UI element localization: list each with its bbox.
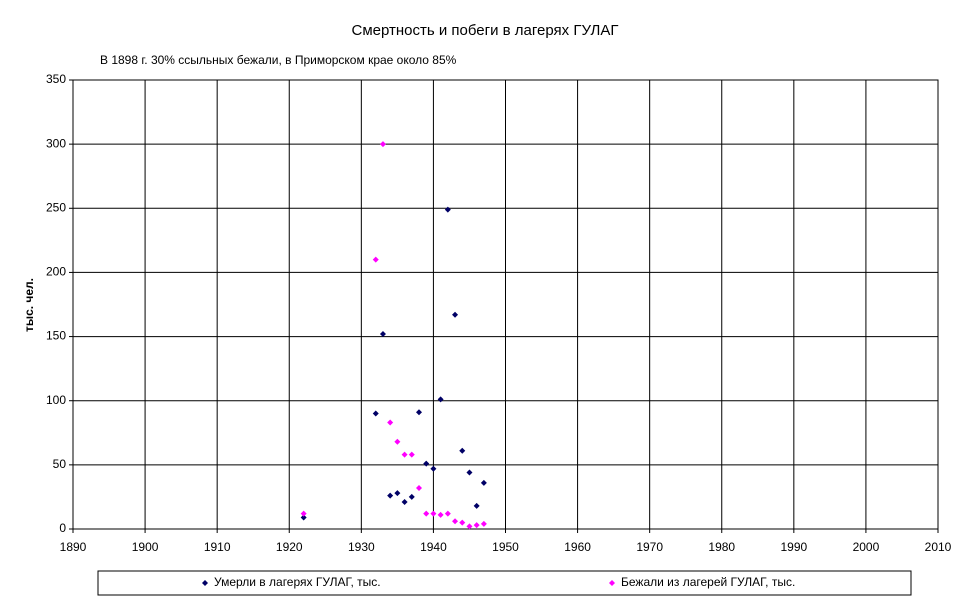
x-tick-label: 2000 bbox=[853, 540, 880, 554]
chart-title: Смертность и побеги в лагерях ГУЛАГ bbox=[352, 22, 619, 39]
legend-marker bbox=[609, 580, 615, 586]
point bbox=[430, 510, 437, 517]
x-tick-label: 1990 bbox=[780, 540, 807, 554]
x-tick-label: 2010 bbox=[925, 540, 952, 554]
point bbox=[466, 523, 473, 530]
point bbox=[416, 484, 422, 491]
point bbox=[379, 141, 386, 148]
point bbox=[473, 502, 480, 509]
point bbox=[416, 409, 422, 416]
point bbox=[401, 499, 408, 506]
point bbox=[444, 510, 451, 517]
point bbox=[300, 510, 307, 517]
x-tick-label: 1940 bbox=[420, 540, 447, 554]
point bbox=[430, 465, 437, 472]
x-tick-label: 1980 bbox=[708, 540, 735, 554]
y-tick-label: 150 bbox=[46, 329, 66, 343]
point bbox=[480, 520, 487, 527]
legend-label: Умерли в лагерях ГУЛАГ, тыс. bbox=[214, 575, 381, 589]
point bbox=[372, 256, 379, 263]
point bbox=[387, 419, 394, 426]
point bbox=[452, 311, 459, 318]
y-tick-label: 100 bbox=[46, 393, 66, 407]
point bbox=[423, 460, 430, 467]
x-tick-label: 1970 bbox=[636, 540, 663, 554]
point bbox=[437, 511, 444, 518]
x-tick-label: 1890 bbox=[60, 540, 87, 554]
x-tick-label: 1920 bbox=[276, 540, 303, 554]
point bbox=[300, 514, 307, 521]
y-tick-label: 50 bbox=[53, 457, 67, 471]
point bbox=[423, 510, 430, 517]
x-tick-label: 1950 bbox=[492, 540, 519, 554]
y-axis-label: тыс. чел. bbox=[22, 278, 36, 332]
point bbox=[459, 447, 466, 454]
x-tick-label: 1900 bbox=[132, 540, 159, 554]
point bbox=[401, 451, 408, 458]
y-tick-label: 0 bbox=[59, 521, 66, 535]
plot-border bbox=[72, 79, 939, 530]
x-tick-label: 1960 bbox=[564, 540, 591, 554]
point bbox=[466, 469, 473, 476]
point bbox=[480, 479, 487, 486]
annotation: В 1898 г. 30% ссыльных бежали, в Приморс… bbox=[100, 53, 457, 67]
point bbox=[408, 451, 415, 458]
point bbox=[394, 490, 401, 497]
point bbox=[444, 206, 451, 213]
point bbox=[408, 493, 415, 500]
legend-marker bbox=[202, 580, 208, 586]
x-tick-label: 1930 bbox=[348, 540, 375, 554]
point bbox=[387, 492, 394, 499]
x-tick-label: 1910 bbox=[204, 540, 231, 554]
point bbox=[379, 331, 386, 338]
legend-box bbox=[97, 570, 912, 596]
point bbox=[437, 396, 444, 403]
point bbox=[452, 518, 459, 525]
point bbox=[473, 522, 480, 529]
y-tick-label: 200 bbox=[46, 265, 66, 279]
point bbox=[372, 410, 379, 417]
legend-label: Бежали из лагерей ГУЛАГ, тыс. bbox=[621, 575, 795, 589]
y-tick-label: 350 bbox=[46, 72, 66, 86]
y-tick-label: 300 bbox=[46, 136, 66, 150]
y-tick-label: 250 bbox=[46, 200, 66, 214]
point bbox=[459, 519, 466, 526]
point bbox=[394, 438, 401, 445]
